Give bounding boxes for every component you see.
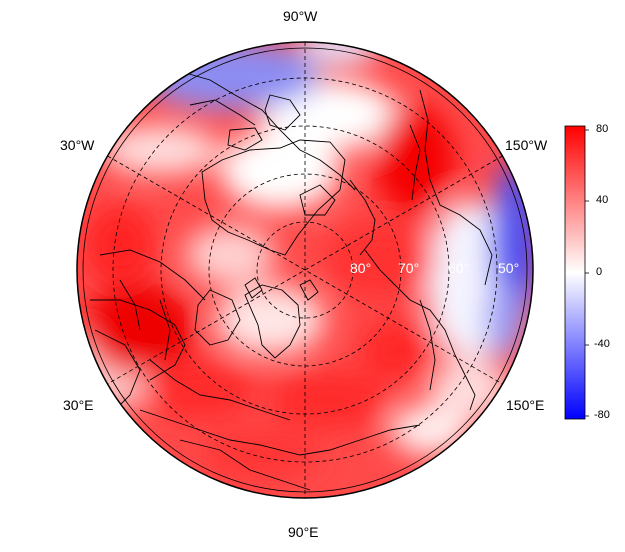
lat-label-50: 50°	[498, 260, 519, 276]
lat-label-60: 60°	[448, 260, 469, 276]
colorbar-tick-0: 0	[596, 266, 603, 278]
lon-label-150w: 150°W	[505, 137, 548, 153]
colorbar-tick-minus80: -80	[594, 409, 610, 421]
lat-label-80: 80°	[350, 260, 371, 276]
colorbar-tick-40: 40	[596, 194, 609, 206]
lon-label-150e: 150°E	[506, 397, 545, 413]
colorbar-tick-minus40: -40	[594, 338, 610, 350]
colorbar	[564, 125, 589, 420]
colorbar-tickmarks	[585, 129, 589, 417]
colorbar-tick-80: 80	[596, 123, 609, 135]
lat-label-70: 70°	[398, 260, 419, 276]
lon-label-90w: 90°W	[283, 8, 318, 24]
lon-label-90e: 90°E	[288, 524, 319, 540]
latitude-labels: 80° 70° 60° 50°	[350, 260, 519, 276]
map-inner-border	[82, 47, 528, 493]
colorbar-gradient	[564, 125, 586, 420]
coastlines	[90, 69, 493, 491]
lon-label-30e: 30°E	[63, 397, 94, 413]
lon-label-30w: 30°W	[60, 137, 95, 153]
map-border	[76, 41, 534, 499]
meridians	[107, 42, 503, 498]
